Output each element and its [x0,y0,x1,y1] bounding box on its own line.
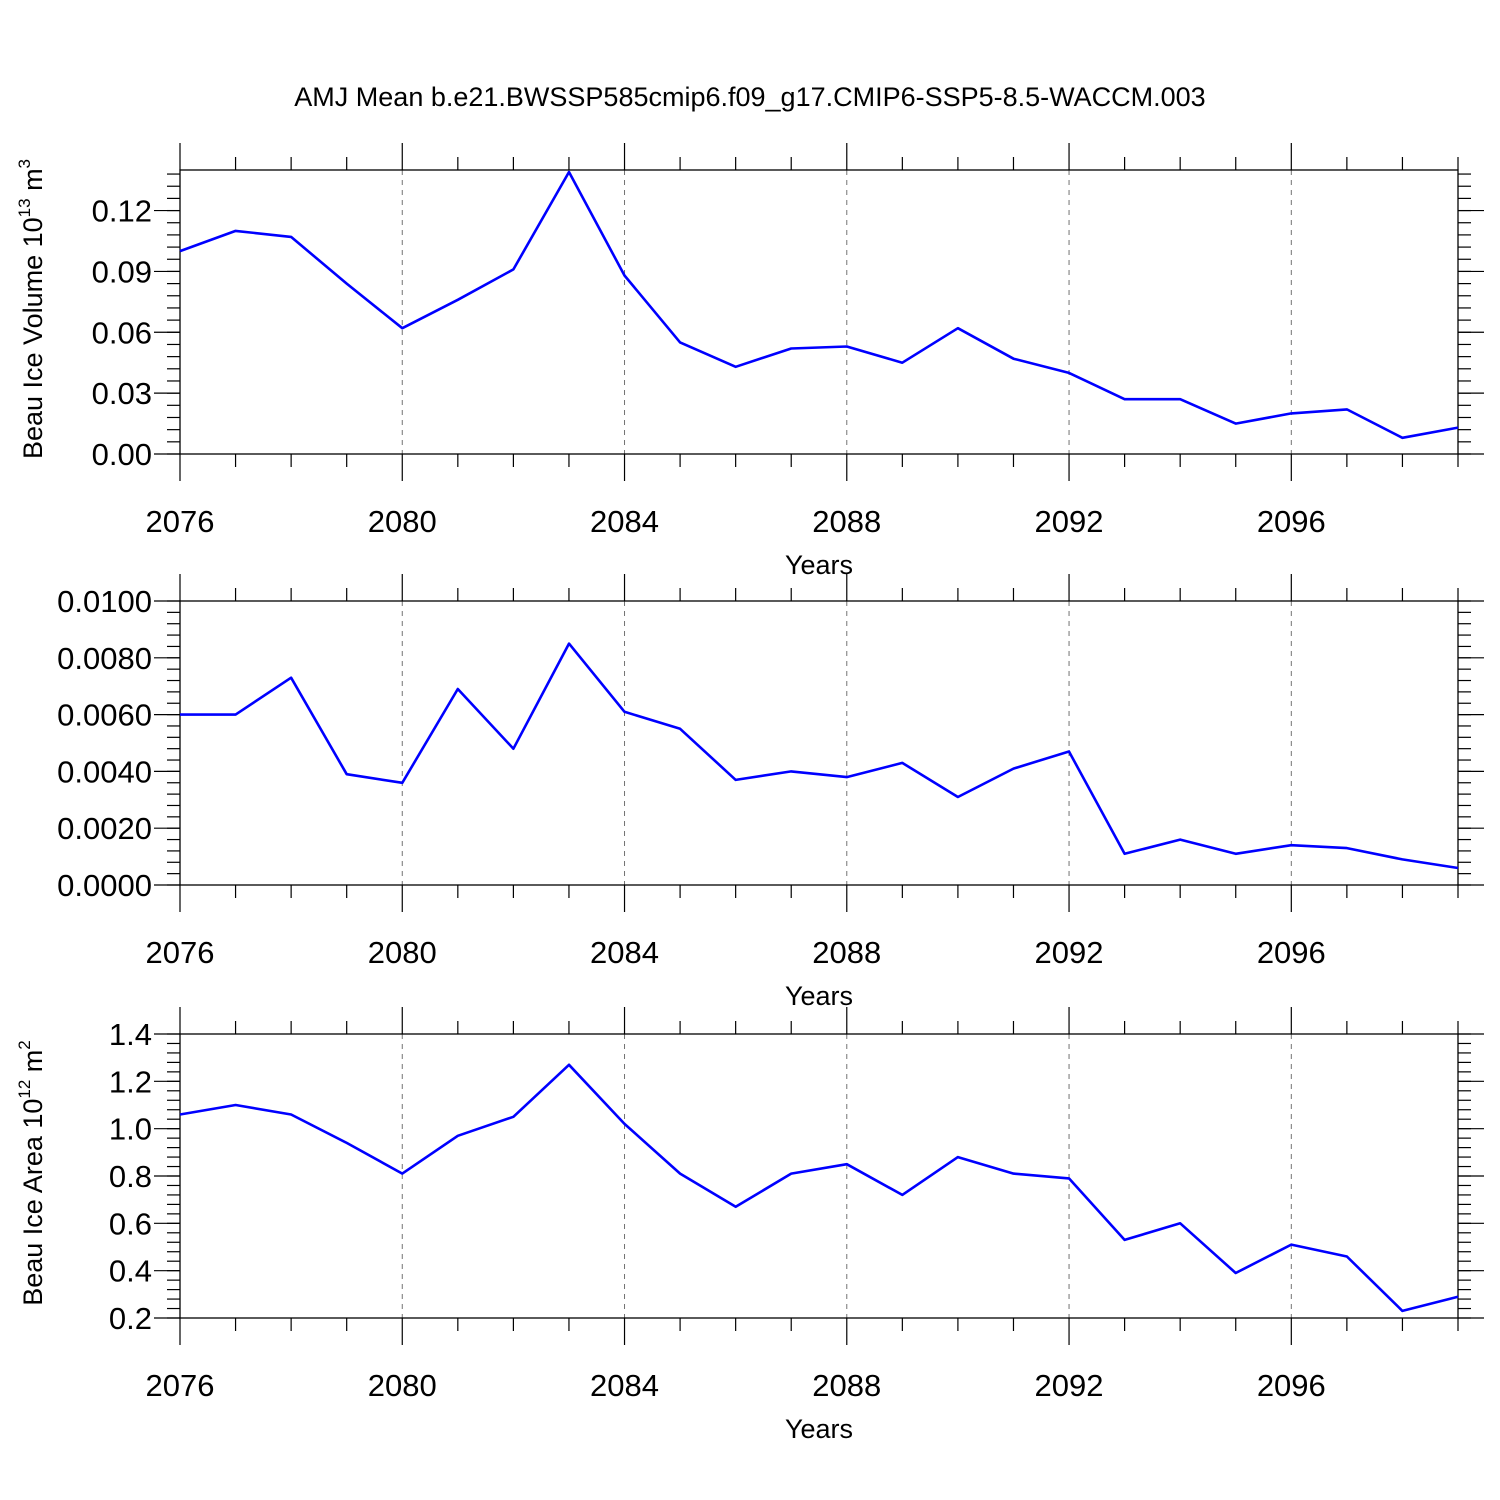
y-tick-label: 0.6 [109,1206,152,1241]
x-tick-label: 2080 [368,935,437,970]
y-tick-label: 0.4 [109,1254,152,1289]
x-tick-label: 2076 [146,1368,215,1403]
y-tick-label: 1.4 [109,1017,152,1052]
y-tick-label: 0.00 [92,437,152,472]
x-tick-label: 2084 [590,1368,659,1403]
y-tick-label: 1.2 [109,1064,152,1099]
y-tick-label: 0.0080 [57,641,152,676]
y-tick-label: 0.0040 [57,754,152,789]
x-tick-label: 2092 [1035,504,1104,539]
x-tick-label: 2096 [1257,935,1326,970]
chart-panel-3: 0.2 0.4 0.6 0.8 1.0 1.2 1.4 2076 2080 2084 2088 209… [15,1007,1484,1444]
x-tick-label: 2088 [812,935,881,970]
y-tick-label: 0.0100 [57,584,152,619]
x-axis-label: Years [785,550,853,580]
x-axis-label: Years [785,981,853,1011]
y-tick-label: 0.0020 [57,811,152,846]
y-tick-label: 0.03 [92,376,152,411]
y-axis-label: Beau Ice Area 1012 m2 [15,1040,48,1306]
y-tick-label: 0.0060 [57,698,152,733]
x-tick-label: 2080 [368,1368,437,1403]
series-line [179,1063,1459,1313]
plot-frame [179,600,1459,886]
y-tick-label: 0.2 [109,1301,152,1336]
panels: 0.00 0.03 0.06 0.09 0.12 2076 2080 2084 2088 2092… [15,143,1484,1444]
plot-frame [179,1033,1459,1319]
x-tick-label: 2076 [146,935,215,970]
chart-panel-1: 0.00 0.03 0.06 0.09 0.12 2076 2080 2084 2088 2092… [15,143,1484,580]
y-tick-label: 1.0 [109,1112,152,1147]
x-tick-label: 2076 [146,504,215,539]
y-tick-label: 0.12 [92,194,152,229]
y-tick-label: 0.09 [92,254,152,289]
x-tick-label: 2096 [1257,504,1326,539]
x-tick-label: 2088 [812,504,881,539]
x-axis-label: Years [785,1414,853,1444]
y-tick-label: 0.06 [92,315,152,350]
plot-frame [179,169,1459,455]
y-tick-label: 0.8 [109,1159,152,1194]
x-tick-label: 2084 [590,504,659,539]
x-tick-label: 2096 [1257,1368,1326,1403]
y-axis-label: Beau Ice Volume 1013 m3 [15,159,48,459]
x-tick-label: 2092 [1035,1368,1104,1403]
series-line [179,170,1459,440]
y-tick-label: 0.0000 [57,868,152,903]
x-tick-label: 2088 [812,1368,881,1403]
figure-title: AMJ Mean b.e21.BWSSP585cmip6.f09_g17.CMI… [294,82,1205,112]
x-tick-label: 2080 [368,504,437,539]
x-tick-label: 2084 [590,935,659,970]
series-line [180,642,1459,870]
chart-panel-2: 0.0000 0.0020 0.0040 0.0060 0.0080 0.0100 2076… [57,574,1484,1011]
x-tick-label: 2092 [1035,935,1104,970]
